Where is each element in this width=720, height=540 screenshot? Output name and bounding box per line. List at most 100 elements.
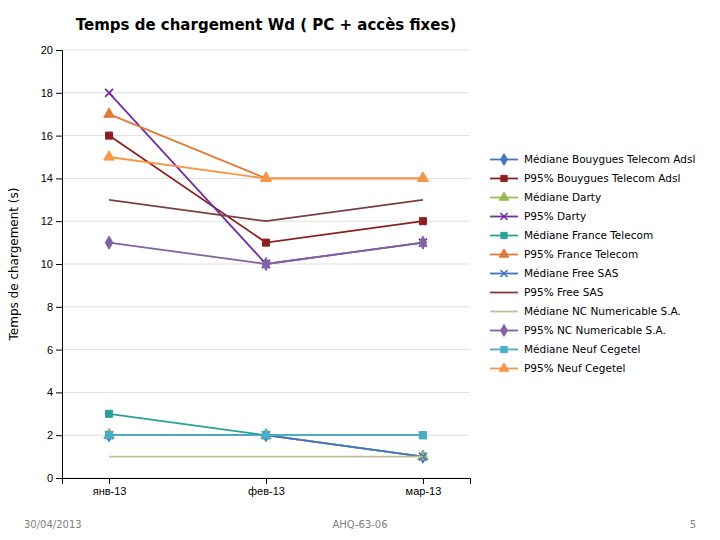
legend-label: P95% France Telecom (524, 248, 638, 260)
series-line (109, 200, 423, 221)
legend-item: Médiane Free SAS (490, 267, 619, 279)
title: Temps de chargement Wd ( PC + accès fixe… (76, 16, 457, 34)
x-tick: мар-13 (406, 478, 442, 497)
legend-marker (500, 270, 507, 277)
y-tick: 0 (47, 472, 62, 484)
series (105, 429, 426, 464)
point (261, 429, 272, 438)
legend-label: Médiane Darty (524, 191, 601, 203)
y-tick: 4 (47, 386, 62, 398)
legend-label: Médiane France Telecom (524, 229, 653, 241)
y-tick-mark (56, 435, 62, 436)
legend-item: Médiane Bouygues Telecom Adsl (490, 153, 695, 165)
x-axis-line (63, 479, 471, 485)
legend-label: P95% Darty (524, 210, 586, 222)
series (105, 236, 426, 271)
footer-annotation: 30/04/2013 (24, 519, 82, 530)
y-tick: 18 (41, 87, 62, 99)
point (262, 257, 270, 270)
y-tick-label: 0 (47, 472, 53, 484)
y-tick: 8 (47, 301, 62, 313)
legend-marker (501, 325, 508, 337)
legend-item: Médiane NC Numericable S.A. (490, 305, 681, 317)
footer-annotation: 5 (690, 519, 696, 530)
point (419, 432, 426, 439)
y-tick: 20 (41, 44, 62, 56)
y-tick-mark (56, 50, 62, 51)
y-tick-mark (56, 392, 62, 393)
point (261, 172, 272, 181)
legend-label: Médiane Neuf Cegetel (524, 343, 640, 355)
y-tick-mark (56, 307, 62, 308)
series (106, 410, 427, 438)
grid (62, 50, 470, 478)
series-line (109, 136, 423, 243)
x-tick-mark (266, 478, 267, 484)
x-tick: янв-13 (93, 478, 127, 497)
legend-marker (501, 175, 507, 181)
legend-item: P95% Bouygues Telecom Adsl (490, 172, 680, 184)
y-tick-label: 8 (47, 301, 53, 313)
y-tick-mark (56, 350, 62, 351)
grid-line (62, 50, 470, 51)
legend-item: Médiane Neuf Cegetel (490, 343, 640, 355)
x-tick-label: фев-13 (248, 485, 285, 497)
point (418, 172, 429, 181)
grid-line (62, 349, 470, 350)
series (104, 429, 429, 460)
y-tick-mark (56, 264, 62, 265)
y-tick-label: 4 (47, 386, 53, 398)
point (419, 236, 427, 249)
y-tick-mark (56, 178, 62, 179)
point (105, 431, 113, 439)
legend-item: P95% Free SAS (490, 286, 604, 298)
x-tick-mark (423, 478, 424, 484)
y-axis-title: Temps de chargement (s) (7, 188, 21, 342)
legend-label: P95% NC Numericable S.A. (524, 324, 666, 336)
point (262, 431, 270, 439)
point (106, 410, 113, 417)
x-tick: фев-13 (248, 478, 285, 497)
y-axis: 02468101214161820 (41, 44, 63, 484)
series (106, 432, 427, 439)
point (104, 108, 115, 117)
point (105, 236, 113, 249)
y-tick-mark (56, 93, 62, 94)
y-tick-label: 10 (41, 258, 53, 270)
legend-item: P95% NC Numericable S.A. (490, 324, 666, 336)
legend-marker (499, 192, 509, 200)
y-tick: 2 (47, 429, 62, 441)
y-tick-label: 18 (41, 87, 53, 99)
grid-line (62, 135, 470, 136)
series-line (109, 456, 423, 458)
legend-label: P95% Free SAS (524, 286, 604, 298)
y-tick: 10 (41, 258, 62, 270)
y-tick: 6 (47, 344, 62, 356)
series-line (109, 114, 423, 178)
x-tick-label: янв-13 (93, 485, 127, 497)
point (418, 172, 429, 181)
series-line (109, 93, 423, 264)
legend-marker (500, 213, 507, 220)
legend-label: P95% Bouygues Telecom Adsl (524, 172, 680, 184)
chart: 02468101214161820янв-13фев-13мар-13Temps… (0, 0, 720, 540)
series (105, 89, 427, 268)
y-tick: 16 (41, 130, 62, 142)
legend-label: P95% Neuf Cegetel (524, 362, 625, 374)
legend-item: Médiane France Telecom (490, 229, 653, 241)
x-tick-mark (109, 478, 110, 484)
grid-line (62, 92, 470, 93)
point (106, 132, 113, 139)
legend-swatch (490, 292, 518, 294)
y-tick-mark (56, 136, 62, 137)
footer-annotation: AHQ-63-06 (332, 519, 387, 530)
point (106, 432, 113, 439)
series (104, 108, 429, 182)
point (105, 89, 113, 97)
y-tick-label: 12 (41, 215, 53, 227)
y-axis-line (56, 51, 63, 479)
legend-label: Médiane Free SAS (524, 267, 619, 279)
grid-line (62, 392, 470, 393)
point (419, 432, 426, 439)
legend-swatch (490, 311, 518, 313)
